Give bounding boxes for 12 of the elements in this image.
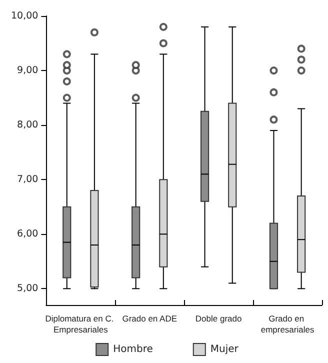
x-tick-label: Grado en ADE <box>122 314 178 324</box>
y-tick-label: 6,00 <box>17 228 38 240</box>
x-tick-label: Grado en empresariales <box>260 314 314 334</box>
y-tick-label: 7,00 <box>17 174 38 186</box>
y-tick-label: 9,00 <box>17 65 38 76</box>
legend-label: Mujer <box>210 344 240 355</box>
legend-label: Hombre <box>113 344 153 355</box>
y-tick-label: 10,00 <box>10 10 38 22</box>
x-tick-label: Doble grado <box>195 314 242 324</box>
y-tick-label: 5,00 <box>17 283 38 294</box>
x-tick-label: Diplomatura en C. Empresariales <box>45 314 116 334</box>
y-tick-label: 8,00 <box>17 120 38 131</box>
